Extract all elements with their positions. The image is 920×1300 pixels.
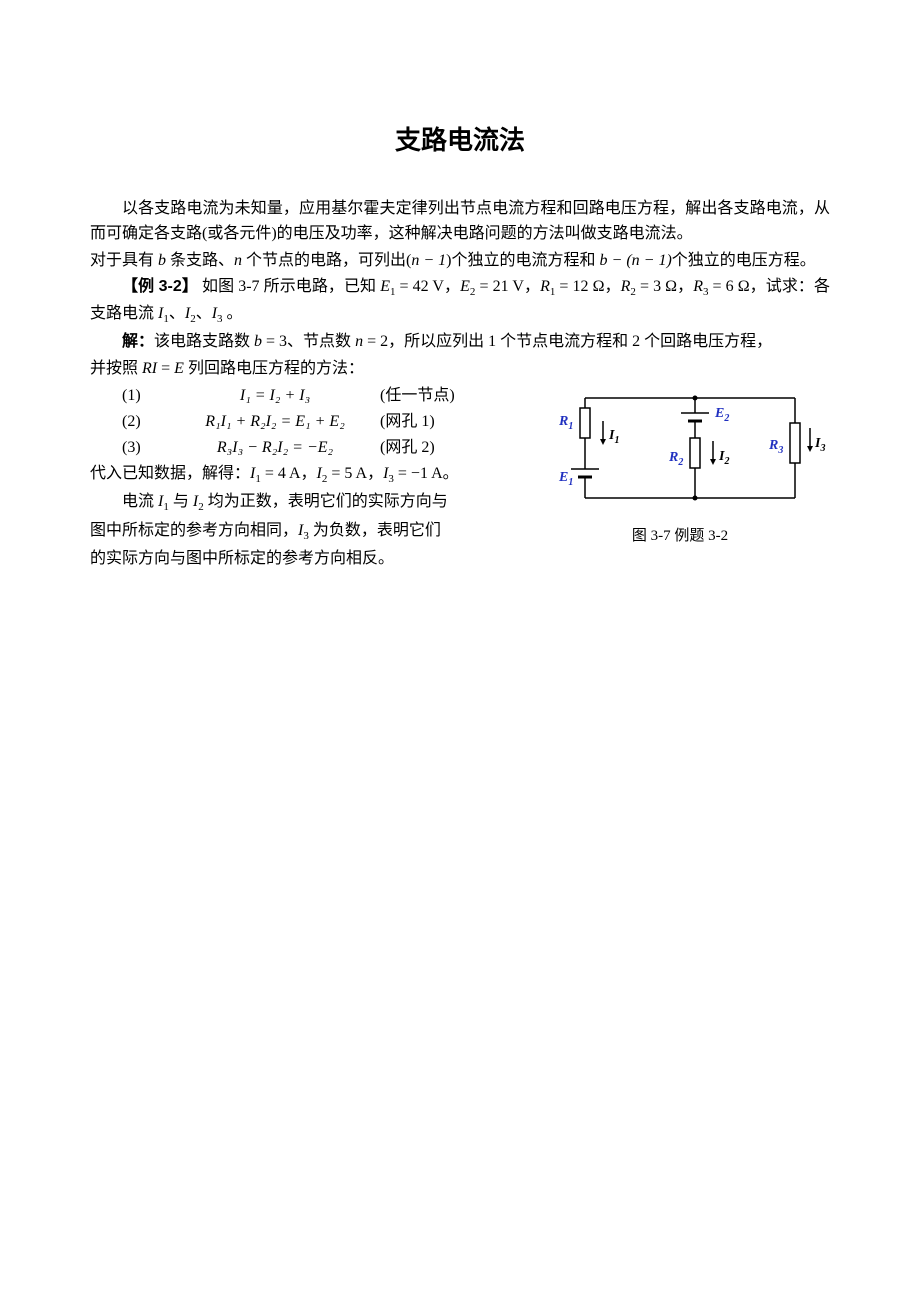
intro-paragraph-2: 对于具有 b 条支路、n 个节点的电路，可列出(n − 1)个独立的电流方程和 … bbox=[90, 249, 830, 274]
solution-line-2: 并按照 RI = E 列回路电压方程的方法： bbox=[90, 357, 830, 382]
page: 支路电流法 以各支路电流为未知量，应用基尔霍夫定律列出节点电流方程和回路电压方程… bbox=[0, 0, 920, 634]
svg-text:R3: R3 bbox=[768, 438, 783, 456]
sep: 、 bbox=[196, 305, 212, 322]
svg-text:I1: I1 bbox=[608, 428, 619, 446]
sym-R3: R bbox=[693, 278, 703, 295]
text: 对于具有 bbox=[90, 252, 158, 269]
var-n: n bbox=[355, 333, 363, 350]
equation-3: (3) R₃I₃ − R₂I₂ = −E₂ (网孔 2) bbox=[90, 435, 520, 461]
solution-line-1: 解：该电路支路数 b = 3、节点数 n = 2，所以应列出 1 个节点电流方程… bbox=[90, 330, 830, 355]
val: = 3 Ω， bbox=[636, 278, 693, 295]
svg-text:E1: E1 bbox=[558, 470, 573, 488]
eq-body: R₁I₁ + R₂I₂ = E₁ + E₂ bbox=[170, 409, 380, 435]
text: 个独立的电压方程。 bbox=[672, 252, 816, 269]
text: = 3、节点数 bbox=[262, 333, 355, 350]
val: = 12 Ω， bbox=[555, 278, 620, 295]
val: = 5 A， bbox=[327, 465, 383, 482]
conclusion-line-2: 图中所标定的参考方向相同，I3 为负数，表明它们 bbox=[90, 519, 520, 545]
var-b: b bbox=[254, 333, 262, 350]
equation-1: (1) I₁ = I₂ + I₃ (任一节点) bbox=[90, 383, 520, 409]
text: 为负数，表明它们 bbox=[309, 522, 441, 539]
eq-number: (1) bbox=[90, 383, 170, 409]
sym-E1: E bbox=[380, 278, 390, 295]
svg-text:I3: I3 bbox=[814, 436, 825, 454]
results-line: 代入已知数据，解得：I1 = 4 A，I2 = 5 A，I3 = −1 A。 bbox=[90, 462, 520, 488]
eq-note: (网孔 2) bbox=[380, 435, 435, 461]
equations-and-figure-row: (1) I₁ = I₂ + I₃ (任一节点) (2) R₁I₁ + R₂I₂ … bbox=[90, 383, 830, 573]
expr-b-n-1: b − (n − 1) bbox=[600, 252, 672, 269]
document-title: 支路电流法 bbox=[90, 120, 830, 157]
text: 均为正数，表明它们的实际方向与 bbox=[204, 493, 448, 510]
eq-note: (网孔 1) bbox=[380, 409, 435, 435]
text: 代入已知数据，解得： bbox=[90, 465, 250, 482]
intro-paragraph-1: 以各支路电流为未知量，应用基尔霍夫定律列出节点电流方程和回路电压方程，解出各支路… bbox=[90, 197, 830, 247]
text: 如图 3-7 所示电路，已知 bbox=[198, 278, 380, 295]
sym-E2: E bbox=[460, 278, 470, 295]
sym-R1: R bbox=[540, 278, 550, 295]
circuit-diagram: R1 E1 I1 E2 R2 I2 R3 I3 bbox=[530, 383, 830, 513]
text: 列回路电压方程的方法： bbox=[184, 360, 364, 377]
svg-text:I2: I2 bbox=[718, 449, 729, 467]
conclusion-line-1: 电流 I1 与 I2 均为正数，表明它们的实际方向与 bbox=[90, 490, 520, 516]
svg-text:R1: R1 bbox=[558, 414, 573, 432]
text: 该电路支路数 bbox=[154, 333, 254, 350]
figure-column: R1 E1 I1 E2 R2 I2 R3 I3 图 3-7 例题 3-2 bbox=[530, 383, 830, 545]
text: 。 bbox=[223, 305, 243, 322]
expr-n-1: n − 1 bbox=[411, 252, 446, 269]
sep: 、 bbox=[169, 305, 185, 322]
text: = bbox=[157, 360, 174, 377]
eq-body: I₁ = I₂ + I₃ bbox=[170, 383, 380, 409]
figure-caption: 图 3-7 例题 3-2 bbox=[530, 524, 830, 545]
example-statement: 【例 3-2】 如图 3-7 所示电路，已知 E1 = 42 V，E2 = 21… bbox=[90, 275, 830, 327]
text: 与 bbox=[169, 493, 193, 510]
val: = −1 A。 bbox=[394, 465, 459, 482]
svg-text:R2: R2 bbox=[668, 450, 683, 468]
text: 条支路、 bbox=[166, 252, 234, 269]
conclusion-line-3: 的实际方向与图中所标定的参考方向相反。 bbox=[90, 547, 520, 572]
example-label: 【例 3-2】 bbox=[122, 278, 198, 295]
sym-R2: R bbox=[621, 278, 631, 295]
left-column: (1) I₁ = I₂ + I₃ (任一节点) (2) R₁I₁ + R₂I₂ … bbox=[90, 383, 520, 573]
solution-label: 解： bbox=[122, 333, 154, 350]
sym-E: E bbox=[174, 360, 184, 377]
eq-number: (2) bbox=[90, 409, 170, 435]
equation-list: (1) I₁ = I₂ + I₃ (任一节点) (2) R₁I₁ + R₂I₂ … bbox=[90, 383, 520, 460]
text: 并按照 bbox=[90, 360, 142, 377]
val: = 42 V， bbox=[395, 278, 460, 295]
text: 图中所标定的参考方向相同， bbox=[90, 522, 298, 539]
eq-body: R₃I₃ − R₂I₂ = −E₂ bbox=[170, 435, 380, 461]
val: = 21 V， bbox=[475, 278, 540, 295]
eq-note: (任一节点) bbox=[380, 383, 455, 409]
sym-RI: RI bbox=[142, 360, 157, 377]
text: 个节点的电路，可列出( bbox=[242, 252, 411, 269]
eq-number: (3) bbox=[90, 435, 170, 461]
text: )个独立的电流方程和 bbox=[446, 252, 599, 269]
text: = 2，所以应列出 1 个节点电流方程和 2 个回路电压方程， bbox=[363, 333, 772, 350]
val: = 4 A， bbox=[261, 465, 317, 482]
var-b: b bbox=[158, 252, 166, 269]
svg-text:E2: E2 bbox=[714, 406, 729, 424]
var-n: n bbox=[234, 252, 242, 269]
equation-2: (2) R₁I₁ + R₂I₂ = E₁ + E₂ (网孔 1) bbox=[90, 409, 520, 435]
text: 电流 bbox=[122, 493, 158, 510]
